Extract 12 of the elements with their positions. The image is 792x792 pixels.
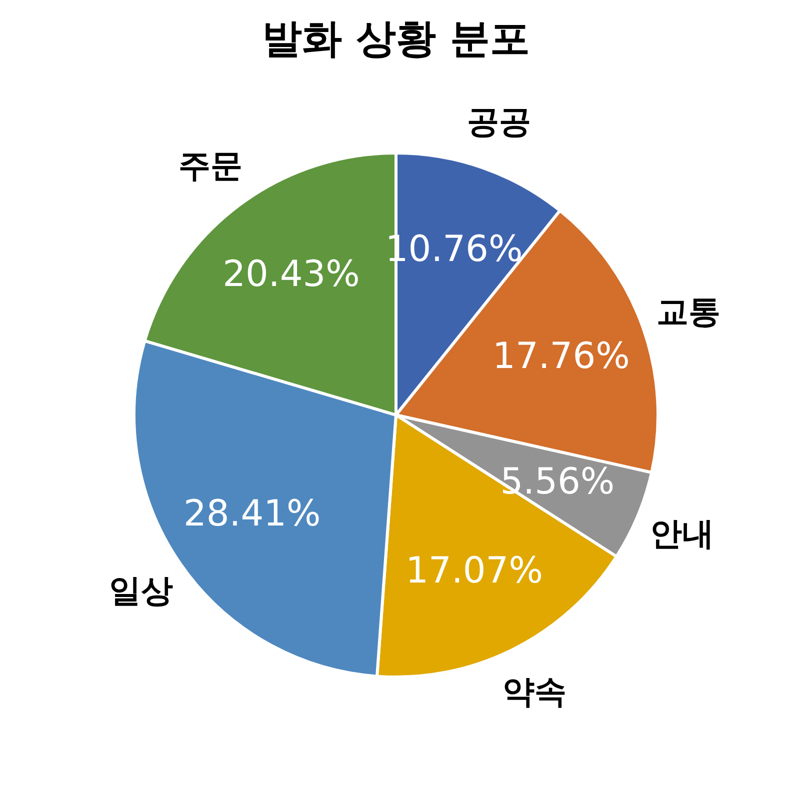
slice-label: 일상 [109, 571, 174, 610]
data-label: 20.43% [222, 254, 360, 295]
data-label: 28.41% [183, 494, 321, 535]
slice-label: 공공 [466, 102, 531, 141]
chart-title: 발화 상황 분포 [262, 16, 530, 62]
data-label: 5.56% [500, 462, 615, 503]
slice-label: 교통 [656, 292, 721, 331]
data-label: 17.07% [406, 550, 543, 592]
data-label: 17.76% [492, 336, 630, 378]
slice-label: 안내 [650, 514, 714, 553]
slice-label: 약속 [502, 672, 567, 710]
slice-label: 주문 [178, 146, 242, 185]
